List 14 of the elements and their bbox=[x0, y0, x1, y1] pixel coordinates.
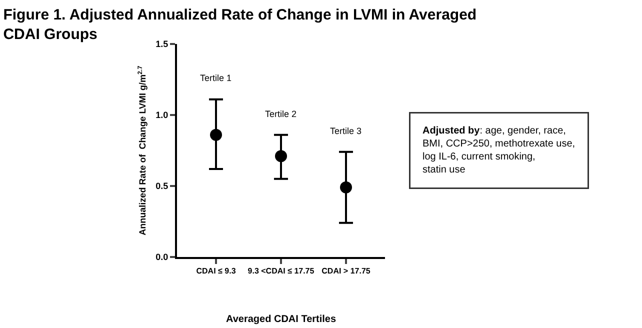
x-tick-label: 9.3 <CDAI ≤ 17.75 bbox=[248, 266, 315, 276]
y-tick-label: 1.0 bbox=[156, 110, 168, 120]
y-tick-label: 0.5 bbox=[156, 181, 168, 192]
text: Adjusted by: age, gender, race, BMI, CCP>250, methotrexate use, log IL-6, current smoking, statin use bbox=[422, 126, 576, 176]
x-tick-label: CDAI > 17.75 bbox=[322, 266, 371, 276]
x-tick-label: CDAI ≤ 9.3 bbox=[196, 266, 236, 276]
annotation: Tertile 3 bbox=[330, 126, 362, 136]
point bbox=[210, 128, 222, 141]
y-tick-label: 0.0 bbox=[156, 252, 168, 262]
point bbox=[340, 181, 352, 194]
annotation: Tertile 1 bbox=[200, 73, 232, 83]
x-axis-title: Averaged CDAI Tertiles bbox=[226, 314, 336, 325]
point bbox=[275, 150, 287, 162]
annotation: Tertile 2 bbox=[265, 109, 297, 119]
